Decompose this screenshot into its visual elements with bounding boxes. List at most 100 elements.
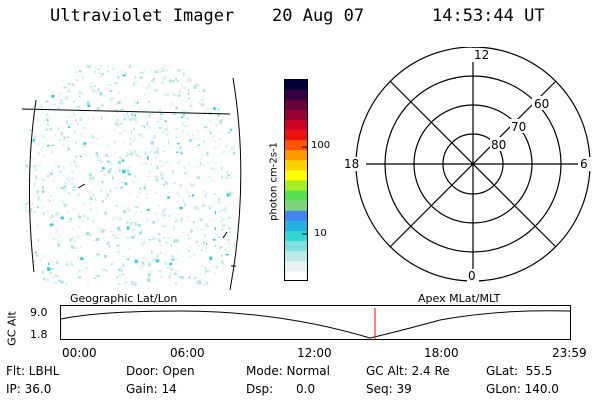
- uv-speckle: [138, 267, 142, 269]
- uv-speckle: [186, 77, 190, 80]
- uv-speckle: [219, 121, 223, 124]
- uv-speckle: [138, 191, 142, 194]
- uv-speckle: [121, 71, 123, 73]
- uv-speckle: [89, 196, 92, 198]
- uv-speckle: [59, 239, 63, 242]
- uv-speckle: [164, 93, 167, 97]
- uv-speckle: [44, 119, 46, 121]
- uv-speckle: [111, 217, 114, 220]
- uv-speckle: [65, 203, 68, 206]
- uv-speckle: [51, 172, 54, 176]
- uv-speckle: [42, 212, 45, 215]
- uv-speckle: [55, 237, 57, 240]
- uv-speckle: [130, 225, 132, 227]
- uv-speckle: [184, 203, 186, 207]
- uv-speckle: [161, 176, 164, 180]
- uv-speckle: [54, 133, 57, 137]
- uv-speckle: [147, 278, 150, 282]
- uv-speckle: [213, 193, 216, 195]
- uv-speckle: [26, 164, 30, 166]
- uv-speckle: [47, 144, 50, 147]
- uv-speckle: [148, 273, 151, 276]
- colorbar-cell: [284, 270, 308, 281]
- uv-speckle: [211, 167, 214, 170]
- uv-speckle: [58, 169, 61, 173]
- uv-speckle: [188, 250, 190, 252]
- uv-speckle: [230, 171, 233, 174]
- uv-speckle: [189, 255, 191, 258]
- uv-speckle: [196, 131, 200, 133]
- uv-speckle: [178, 194, 180, 198]
- uv-speckle: [200, 278, 202, 281]
- uv-speckle: [34, 135, 37, 139]
- uv-speckle: [53, 109, 56, 113]
- uv-speckle: [196, 282, 199, 285]
- time-label: 14:53:44 UT: [432, 6, 545, 26]
- uv-speckle: [117, 160, 121, 164]
- uv-speckle: [125, 221, 129, 225]
- lat-label-80: 80: [491, 138, 506, 152]
- uv-speckle: [133, 109, 135, 111]
- uv-speckle: [65, 263, 68, 267]
- uv-speckle: [62, 143, 65, 147]
- uv-speckle: [188, 276, 191, 279]
- uv-speckle: [152, 78, 155, 81]
- uv-speckle: [155, 150, 159, 154]
- uv-speckle: [152, 258, 156, 261]
- uv-speckle: [144, 258, 148, 261]
- uv-speckle: [228, 230, 232, 233]
- uv-speckle: [170, 244, 172, 247]
- uv-speckle: [203, 140, 205, 144]
- uv-speckle: [126, 236, 130, 240]
- uv-speckle: [157, 219, 160, 222]
- uv-speckle: [144, 183, 147, 186]
- uv-speckle: [169, 64, 171, 66]
- uv-speckle: [52, 180, 55, 182]
- uv-speckle: [89, 148, 92, 150]
- uv-speckle: [200, 98, 204, 102]
- uv-speckle: [94, 269, 97, 272]
- uv-speckle: [67, 88, 70, 91]
- uv-speckle: [24, 202, 27, 206]
- uv-speckle: [107, 170, 111, 174]
- uv-speckle: [97, 68, 101, 71]
- uv-speckle: [91, 219, 95, 224]
- uv-speckle: [49, 172, 53, 175]
- uv-speckle: [50, 268, 54, 270]
- uv-speckle: [118, 132, 122, 135]
- uv-speckle: [157, 233, 161, 235]
- uv-speckle: [93, 194, 95, 197]
- uv-speckle: [131, 228, 135, 231]
- uv-speckle: [37, 254, 39, 258]
- uv-speckle: [175, 258, 177, 260]
- uv-speckle: [57, 107, 61, 110]
- uv-speckle: [189, 78, 192, 82]
- uv-speckle: [35, 264, 37, 267]
- uv-speckle: [126, 111, 128, 115]
- uv-speckle: [71, 111, 75, 115]
- uv-speckle: [45, 100, 49, 103]
- uv-speckle: [152, 237, 156, 240]
- uv-speckle: [177, 69, 181, 72]
- uv-speckle: [175, 106, 178, 110]
- status-mode: Mode: Normal: [246, 364, 330, 378]
- uv-speckle: [49, 136, 51, 140]
- uv-speckle: [117, 121, 119, 123]
- uv-speckle: [84, 266, 88, 270]
- mlt-label-18: 18: [344, 157, 359, 171]
- uv-speckle: [106, 193, 109, 197]
- uv-speckle: [177, 94, 181, 97]
- uv-speckle: [211, 180, 215, 182]
- uv-speckle: [190, 192, 192, 194]
- uv-speckle: [205, 246, 208, 250]
- uv-speckle: [110, 163, 112, 166]
- uv-speckle: [166, 134, 168, 136]
- uv-speckle: [204, 266, 207, 270]
- uv-speckle: [226, 240, 228, 243]
- uv-image-panel: [21, 64, 242, 290]
- uv-speckle: [89, 85, 92, 89]
- uv-speckle: [205, 282, 209, 285]
- uv-speckle: [187, 89, 190, 91]
- uv-speckle: [37, 198, 40, 200]
- uv-speckle: [125, 71, 127, 75]
